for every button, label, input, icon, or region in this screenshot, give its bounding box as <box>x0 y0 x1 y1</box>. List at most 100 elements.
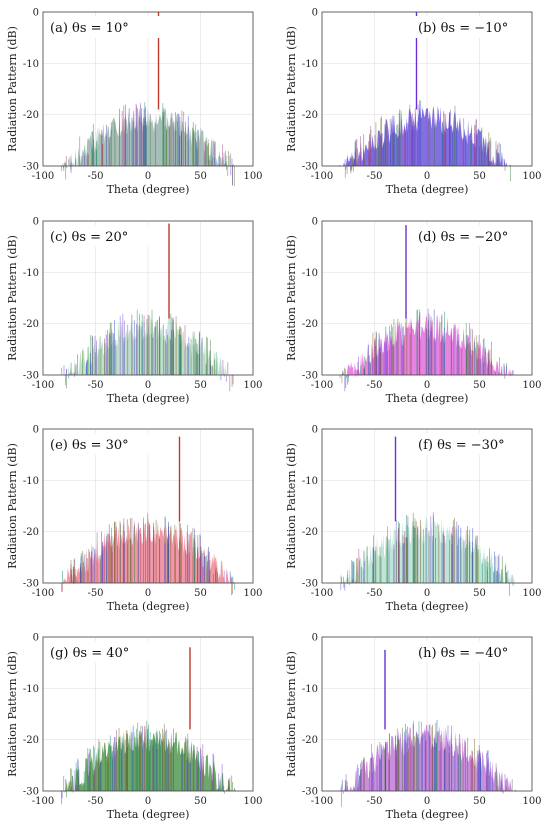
y-tick-label: 0 <box>33 633 39 644</box>
y-tick-label: -30 <box>23 371 39 382</box>
panel-label-box <box>414 433 528 455</box>
y-tick-label: -30 <box>302 787 318 798</box>
axes-box <box>42 428 254 584</box>
x-axis-label: Theta (degree) <box>386 392 469 405</box>
x-tick-label: 100 <box>243 171 262 182</box>
panel-label-box <box>414 16 528 38</box>
chart-panel-e: -100 -50 0 50 100 0 -10 -20 -30 Theta (degree) Rad… <box>6 425 263 614</box>
x-tick-label: 100 <box>522 171 541 182</box>
x-tick-label: -50 <box>366 171 382 182</box>
x-tick-label: 50 <box>473 380 486 391</box>
y-tick-label: 0 <box>312 425 318 436</box>
axes-box <box>42 636 254 792</box>
axes-box <box>321 220 533 376</box>
x-tick-label: -50 <box>366 380 382 391</box>
x-tick-label: 50 <box>473 796 486 807</box>
y-axis-label: Radiation Pattern (dB) <box>6 26 19 152</box>
chart-panel-h: -100 -50 0 50 100 0 -10 -20 -30 Theta (degree) Rad… <box>285 633 542 822</box>
x-tick-label: -100 <box>32 588 54 599</box>
y-tick-label: -20 <box>23 735 39 746</box>
x-tick-label: 0 <box>424 588 430 599</box>
y-tick-label: -10 <box>23 684 39 695</box>
x-tick-label: -50 <box>87 380 103 391</box>
panel-label: (c) θs = 20° <box>50 230 128 245</box>
x-tick-label: 100 <box>243 796 262 807</box>
panel-label-box <box>46 641 160 663</box>
y-tick-label: -10 <box>302 268 318 279</box>
x-tick-label: 0 <box>145 171 151 182</box>
x-tick-label: -50 <box>87 588 103 599</box>
x-axis-label: Theta (degree) <box>107 183 190 196</box>
x-axis-label: Theta (degree) <box>386 808 469 821</box>
y-tick-label: -20 <box>302 735 318 746</box>
x-tick-label: 50 <box>473 588 486 599</box>
x-tick-label: 100 <box>243 588 262 599</box>
chart-panel-f: -100 -50 0 50 100 0 -10 -20 -30 Theta (degree) Rad… <box>285 425 542 614</box>
axes-box <box>42 11 254 167</box>
y-tick-label: -20 <box>23 110 39 121</box>
chart-panel-a: -100 -50 0 50 100 0 -10 -20 -30 Theta (degree) Rad… <box>6 8 263 197</box>
y-tick-label: -20 <box>302 110 318 121</box>
y-tick-label: -10 <box>302 59 318 70</box>
x-tick-label: -100 <box>311 796 333 807</box>
x-tick-label: -100 <box>32 171 54 182</box>
panel-label: (b) θs = −10° <box>418 21 508 36</box>
chart-panel-g: -100 -50 0 50 100 0 -10 -20 -30 Theta (degree) Rad… <box>6 633 263 822</box>
panel-label-box <box>46 433 160 455</box>
x-tick-label: -100 <box>311 171 333 182</box>
panel-label: (d) θs = −20° <box>418 230 508 245</box>
sidelobe-area <box>58 107 238 166</box>
y-axis-label: Radiation Pattern (dB) <box>285 26 298 152</box>
panel-label-box <box>46 225 160 247</box>
x-tick-label: 50 <box>473 171 486 182</box>
x-tick-label: -100 <box>311 588 333 599</box>
chart-panel-c: -100 -50 0 50 100 0 -10 -20 -30 Theta (degree) Rad… <box>6 217 263 406</box>
x-tick-label: -50 <box>87 796 103 807</box>
x-axis-label: Theta (degree) <box>107 392 190 405</box>
panel-label: (h) θs = −40° <box>418 646 508 661</box>
x-tick-label: 0 <box>145 380 151 391</box>
sidelobe-area <box>337 517 517 583</box>
y-axis-label: Radiation Pattern (dB) <box>285 651 298 777</box>
x-tick-label: 50 <box>194 796 207 807</box>
sidelobe-area <box>337 315 517 375</box>
panel-label-box <box>414 641 528 663</box>
x-tick-label: 0 <box>145 588 151 599</box>
panel-label-box <box>414 225 528 247</box>
x-tick-label: 100 <box>522 380 541 391</box>
y-tick-label: -30 <box>302 162 318 173</box>
y-tick-label: -20 <box>23 319 39 330</box>
x-tick-label: 50 <box>194 380 207 391</box>
y-tick-label: -10 <box>23 59 39 70</box>
y-axis-label: Radiation Pattern (dB) <box>6 235 19 361</box>
axes-box <box>321 11 533 167</box>
x-axis-label: Theta (degree) <box>386 600 469 613</box>
x-tick-label: -100 <box>311 380 333 391</box>
x-tick-label: -100 <box>32 380 54 391</box>
y-tick-label: -20 <box>23 527 39 538</box>
x-tick-label: -50 <box>366 796 382 807</box>
x-tick-label: 0 <box>424 171 430 182</box>
panel-label: (a) θs = 10° <box>50 21 129 36</box>
y-axis-label: Radiation Pattern (dB) <box>6 443 19 569</box>
y-tick-label: -30 <box>23 579 39 590</box>
x-tick-label: 0 <box>424 796 430 807</box>
y-tick-label: -30 <box>23 162 39 173</box>
axes-box <box>321 428 533 584</box>
y-tick-label: -20 <box>302 319 318 330</box>
panel-label-box <box>46 16 160 38</box>
x-axis-label: Theta (degree) <box>386 183 469 196</box>
panel-label: (g) θs = 40° <box>50 646 129 661</box>
chart-panel-b: -100 -50 0 50 100 0 -10 -20 -30 Theta (degree) Rad… <box>285 8 542 197</box>
x-tick-label: 100 <box>243 380 262 391</box>
y-tick-label: -20 <box>302 527 318 538</box>
y-tick-label: 0 <box>33 8 39 19</box>
y-tick-label: 0 <box>312 8 318 19</box>
x-axis-label: Theta (degree) <box>107 808 190 821</box>
y-axis-label: Radiation Pattern (dB) <box>6 651 19 777</box>
y-tick-label: -30 <box>23 787 39 798</box>
axes-box <box>42 220 254 376</box>
y-tick-label: 0 <box>312 633 318 644</box>
axes-box <box>321 636 533 792</box>
x-tick-label: 100 <box>522 588 541 599</box>
